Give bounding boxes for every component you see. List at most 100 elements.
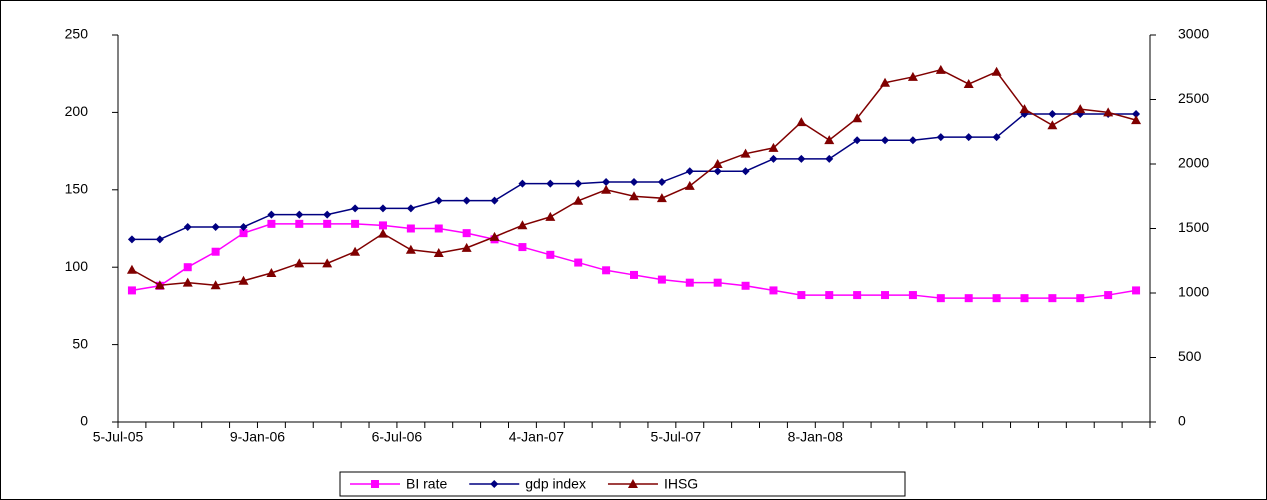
- marker: [936, 294, 945, 303]
- marker: [127, 286, 136, 295]
- marker: [796, 117, 807, 127]
- y-tick-label: 0: [80, 413, 88, 429]
- marker: [685, 167, 694, 176]
- marker: [182, 277, 193, 287]
- marker: [657, 178, 666, 187]
- marker: [602, 266, 611, 275]
- marker: [963, 79, 974, 89]
- marker: [825, 291, 834, 300]
- marker: [267, 219, 276, 228]
- marker: [546, 250, 555, 259]
- marker: [1103, 107, 1114, 117]
- x-tick-label: 9-Jan-06: [230, 429, 285, 445]
- marker: [351, 219, 360, 228]
- marker: [685, 278, 694, 287]
- marker: [490, 196, 499, 205]
- y2-tick-label: 1000: [1178, 284, 1209, 300]
- marker: [713, 167, 722, 176]
- marker: [238, 275, 249, 285]
- marker: [880, 77, 891, 87]
- marker: [267, 210, 276, 219]
- marker: [684, 180, 695, 190]
- marker: [991, 66, 1002, 76]
- marker: [295, 210, 304, 219]
- marker: [574, 258, 583, 267]
- marker: [769, 154, 778, 163]
- marker: [797, 291, 806, 300]
- marker: [239, 229, 248, 238]
- marker: [1019, 104, 1030, 114]
- marker: [239, 222, 248, 231]
- marker: [211, 247, 220, 256]
- marker: [405, 244, 416, 254]
- marker: [210, 280, 221, 290]
- marker: [378, 204, 387, 213]
- marker: [769, 286, 778, 295]
- marker: [630, 270, 638, 279]
- marker: [126, 264, 137, 274]
- marker: [797, 154, 806, 163]
- marker: [964, 294, 973, 303]
- marker: [712, 159, 723, 168]
- marker: [434, 224, 443, 233]
- marker: [406, 204, 415, 213]
- legend-label: gdp index: [525, 476, 586, 492]
- y-tick-label: 50: [72, 335, 88, 351]
- marker: [155, 235, 164, 244]
- y2-tick-label: 1500: [1178, 219, 1209, 235]
- y-tick-label: 150: [65, 181, 89, 197]
- marker: [881, 291, 890, 300]
- marker: [434, 196, 443, 205]
- marker: [992, 294, 1001, 303]
- marker: [964, 133, 973, 142]
- marker: [351, 204, 360, 213]
- marker: [853, 291, 862, 300]
- marker: [518, 179, 527, 188]
- marker: [183, 263, 192, 272]
- y-tick-label: 200: [65, 103, 89, 119]
- marker: [323, 210, 332, 219]
- legend-label: IHSG: [664, 476, 698, 492]
- marker: [657, 275, 666, 284]
- marker: [825, 154, 834, 163]
- marker: [127, 235, 136, 244]
- legend-label: BI rate: [406, 476, 447, 492]
- marker: [1075, 104, 1086, 114]
- marker: [546, 179, 555, 188]
- marker: [183, 222, 192, 231]
- marker: [489, 231, 500, 241]
- marker: [853, 136, 862, 145]
- marker: [211, 222, 220, 231]
- marker: [154, 280, 165, 290]
- marker: [295, 219, 304, 228]
- x-tick-label: 4-Jan-07: [509, 429, 564, 445]
- marker: [936, 133, 945, 142]
- marker: [627, 479, 638, 488]
- marker: [1020, 294, 1029, 303]
- marker: [294, 258, 305, 268]
- marker: [602, 178, 611, 187]
- marker: [629, 191, 639, 201]
- marker: [1132, 286, 1141, 295]
- marker: [378, 221, 387, 230]
- marker: [323, 219, 332, 228]
- x-tick-label: 6-Jul-06: [372, 429, 423, 445]
- marker: [462, 196, 471, 205]
- marker: [1076, 294, 1085, 303]
- y-tick-label: 100: [65, 258, 89, 274]
- marker: [908, 291, 917, 300]
- marker: [433, 248, 444, 258]
- marker: [371, 480, 379, 488]
- marker: [545, 211, 556, 221]
- x-tick-label: 5-Jul-07: [651, 429, 702, 445]
- marker: [1131, 115, 1142, 125]
- marker: [462, 229, 471, 238]
- marker: [1048, 109, 1057, 118]
- marker: [656, 193, 667, 203]
- marker: [741, 281, 750, 290]
- marker: [406, 224, 415, 233]
- marker: [490, 480, 499, 488]
- marker: [713, 278, 722, 287]
